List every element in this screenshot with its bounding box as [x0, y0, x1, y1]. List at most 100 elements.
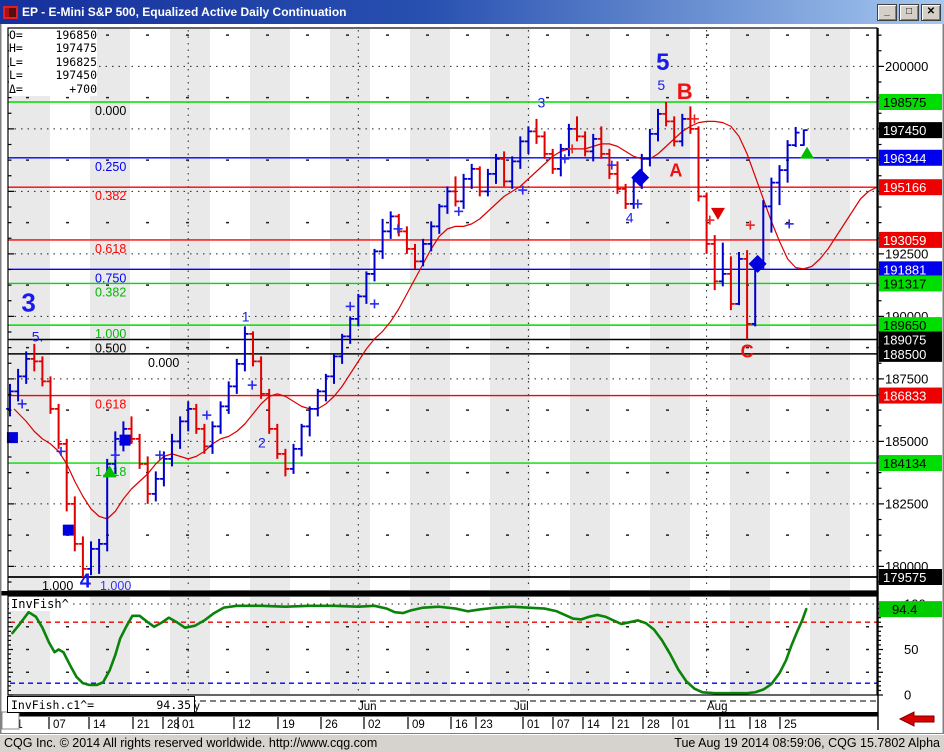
quote-high-label: H= — [9, 41, 23, 56]
status-copyright: CQG Inc. © 2014 All rights reserved worl… — [4, 736, 378, 750]
wave-label: 4 — [626, 210, 634, 226]
price-tag — [879, 261, 942, 278]
indicator-tag — [879, 601, 942, 618]
date-label: 01 — [182, 719, 195, 731]
wave-label: 1 — [242, 308, 250, 324]
wave-label: 2 — [258, 435, 266, 451]
date-label: 01 — [677, 719, 690, 731]
price-tag-value: 196344 — [883, 151, 926, 166]
moving-average-line — [13, 120, 877, 520]
date-label: 07 — [53, 719, 66, 731]
price-tag-value: 193059 — [883, 233, 926, 248]
invfish-line — [11, 604, 808, 695]
quote-open-label: O= — [9, 28, 23, 42]
maximize-button[interactable]: □ — [899, 4, 919, 21]
week-stripe — [170, 597, 210, 695]
diamond-marker — [631, 168, 650, 187]
price-tag-value: 184134 — [883, 456, 926, 471]
quote-high-row: H= 197475 — [9, 41, 97, 56]
date-label: 25 — [784, 719, 797, 731]
indicator-readout-label: InvFish.c1^= — [11, 697, 95, 712]
minimize-button[interactable]: _ — [877, 4, 897, 21]
fib-label: 0.000 — [95, 104, 126, 118]
window-title: EP - E-Mini S&P 500, Equalized Active Da… — [22, 5, 347, 19]
date-label: 23 — [480, 719, 493, 731]
title-bar[interactable]: EP - E-Mini S&P 500, Equalized Active Da… — [0, 0, 944, 24]
week-stripe — [650, 597, 690, 695]
price-tag-value: 189075 — [883, 333, 926, 348]
month-label: Aug — [707, 701, 727, 713]
axis-corner-box[interactable] — [1, 711, 20, 730]
quote-change-row: Δ= +700 — [9, 81, 97, 96]
week-stripe — [730, 29, 770, 590]
quote-change-value: +700 — [69, 81, 97, 96]
week-stripe — [410, 29, 450, 590]
fib-label: 0.750 — [95, 271, 126, 285]
week-stripe — [10, 29, 50, 590]
wave-label: 5 — [657, 77, 665, 93]
week-stripe — [410, 597, 450, 695]
axis-divider — [0, 712, 878, 717]
status-bar: CQG Inc. © 2014 All rights reserved worl… — [0, 733, 944, 752]
fib-label: 0.500 — [95, 342, 126, 356]
wave-label: 4 — [80, 571, 92, 593]
fib-label: 0.618 — [95, 398, 126, 412]
price-tag-value: 198575 — [883, 95, 926, 110]
price-tag — [879, 149, 942, 166]
wave-label: C — [741, 342, 754, 362]
price-axis-label: 200000 — [885, 59, 928, 74]
quote-low-label: L= — [9, 54, 23, 69]
quote-change-label: Δ= — [9, 81, 23, 96]
close-button[interactable]: ✕ — [921, 4, 941, 21]
quote-open-value: 196850 — [55, 28, 97, 42]
fib-label: 0.000 — [148, 356, 179, 370]
price-tag-value: 186833 — [883, 389, 926, 404]
quote-low-row: L= 196825 — [9, 54, 97, 69]
fib-label: 1.000 — [95, 327, 126, 341]
price-tag — [879, 345, 942, 362]
date-label: 16 — [455, 719, 468, 731]
quote-last-row: L= 197450 — [9, 68, 97, 83]
fib-label: 0.250 — [95, 160, 126, 174]
price-tag — [879, 94, 942, 110]
date-label: 02 — [368, 719, 381, 731]
fib-label: 0.382 — [95, 189, 126, 203]
square-marker — [119, 434, 131, 446]
date-label: 26 — [325, 719, 338, 731]
fib-label: 1.000 — [100, 579, 131, 593]
date-label: 18 — [754, 719, 767, 731]
diamond-marker — [748, 254, 767, 273]
status-timestamp: Tue Aug 19 2014 08:59:06, CQG 15.7802 Al… — [674, 736, 940, 750]
square-marker — [62, 524, 74, 536]
indicator-readout-value: 94.35 — [156, 697, 191, 712]
fib-label: 1.000 — [42, 579, 73, 593]
price-tag — [879, 317, 942, 334]
square-marker — [6, 432, 18, 444]
week-stripe — [90, 597, 130, 695]
wave-label: 3 — [537, 95, 545, 111]
quote-open-row: O= 196850 — [9, 28, 97, 42]
week-stripe — [490, 29, 530, 590]
indicator-name-label: InvFish^ — [9, 597, 71, 611]
week-stripe — [250, 29, 290, 590]
scroll-left-arrow[interactable] — [898, 711, 935, 727]
price-axis-label: 185000 — [885, 434, 928, 449]
price-tag-value: 197450 — [883, 123, 926, 138]
fib-label: 0.382 — [95, 285, 126, 299]
date-label: 14 — [93, 719, 106, 731]
price-tag-value: 189650 — [883, 318, 926, 333]
week-stripe — [490, 597, 530, 695]
wave-label: B — [677, 79, 693, 104]
date-label: 01 — [527, 719, 540, 731]
price-tag-value: 188500 — [883, 347, 926, 362]
date-label: 21 — [617, 719, 630, 731]
price-axis-label: 192500 — [885, 246, 928, 261]
wave-label: 3 — [21, 287, 35, 317]
price-tag — [879, 331, 942, 348]
indicator-tag-value: 94.4 — [892, 602, 917, 617]
triangle-down-marker — [710, 207, 725, 220]
week-stripe — [330, 597, 370, 695]
price-tag — [879, 231, 942, 248]
quote-last-label: L= — [9, 68, 23, 83]
